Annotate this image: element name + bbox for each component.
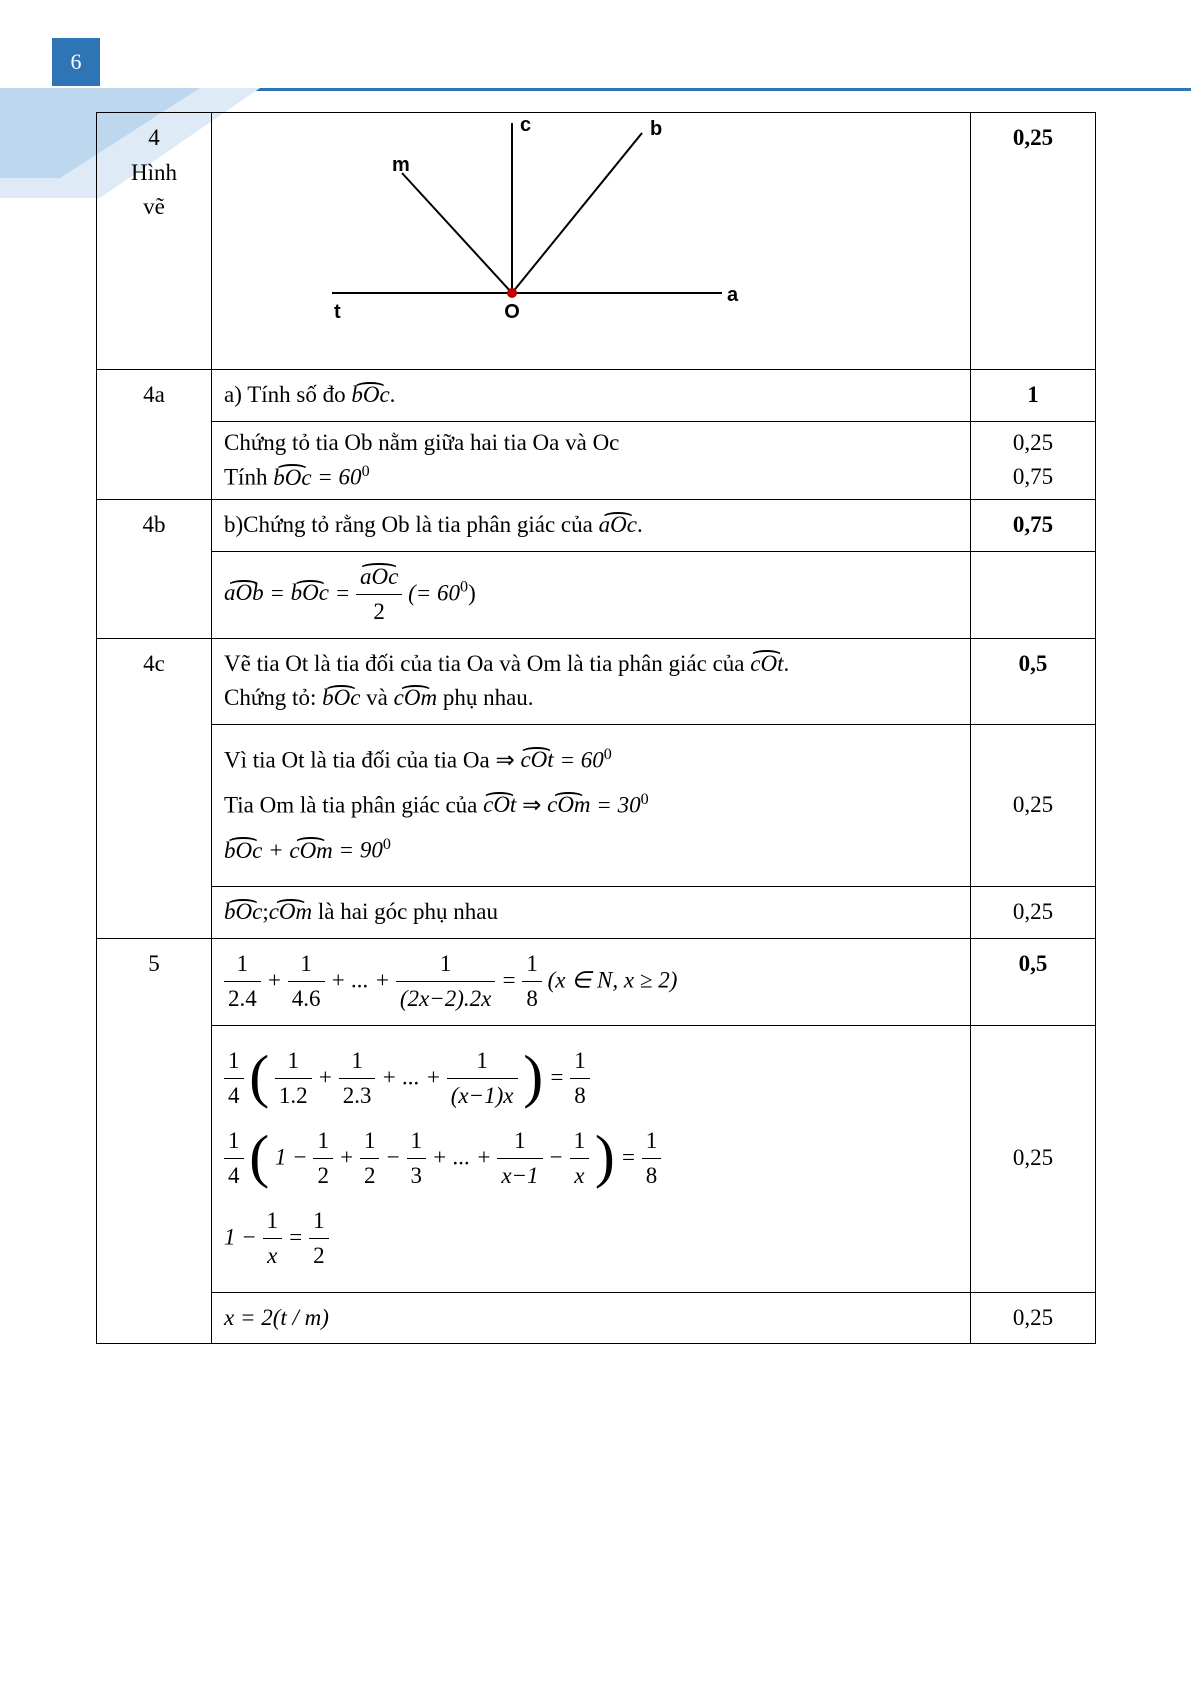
label-O: O [504,301,520,323]
work-cell: Chứng tỏ tia Ob nằm giữa hai tia Oa và O… [212,421,971,500]
header-rule [100,88,1191,91]
angle-figure: O a b c m t [252,113,772,343]
table-row: aOb = bOc = aOc 2 (= 600) [97,551,1096,638]
table-row: Chứng tỏ tia Ob nằm giữa hai tia Oa và O… [97,421,1096,500]
points-cell [971,551,1096,638]
table-row: 5 12.4 + 14.6 + ... + 1(2x−2).2x = 18 (x… [97,938,1096,1025]
question-id: 4a [109,378,199,413]
points-cell: 0,25 [971,724,1096,886]
statement-cell: 12.4 + 14.6 + ... + 1(2x−2).2x = 18 (x ∈… [212,938,971,1025]
points-cell: 0,75 [971,500,1096,552]
points-cell: 0,5 [971,938,1096,1025]
points-cell: 0,25 [971,1292,1096,1344]
table-row: 14 ( 11.2 + 12.3 + ... + 1(x−1)x ) = 18 … [97,1025,1096,1292]
points-cell: 0,25 [971,1025,1096,1292]
points-cell: 0,5 [971,638,1096,724]
figure-cell: O a b c m t [212,113,971,370]
label-m: m [392,154,410,176]
question-id: 5 [109,947,199,982]
page-number-badge: 6 [52,38,100,86]
work-cell: bOc;cOm là hai góc phụ nhau [212,887,971,939]
table-row: 4b b)Chứng tỏ rằng Ob là tia phân giác c… [97,500,1096,552]
work-cell: 14 ( 11.2 + 12.3 + ... + 1(x−1)x ) = 18 … [212,1025,971,1292]
statement-cell: a) Tính số đo bOc. [212,370,971,422]
statement-cell: Vẽ tia Ot là tia đối của tia Oa và Om là… [212,638,971,724]
points-cell: 0,25 0,75 [971,421,1096,500]
label-a: a [727,284,739,306]
work-cell: x = 2(t / m) [212,1292,971,1344]
points-cell: 1 [971,370,1096,422]
table-row: 4 Hình vẽ O a b c m t 0,25 [97,113,1096,370]
label-t: t [334,301,341,323]
table-row: Vì tia Ot là tia đối của tia Oa ⇒ cOt = … [97,724,1096,886]
question-id: 4b [109,508,199,543]
question-id: 4 Hình vẽ [109,121,199,225]
arc-aOc: aOc [599,508,637,543]
table-row: bOc;cOm là hai góc phụ nhau 0,25 [97,887,1096,939]
table-row: x = 2(t / m) 0,25 [97,1292,1096,1344]
work-cell: aOb = bOc = aOc 2 (= 600) [212,551,971,638]
points-cell: 0,25 [971,887,1096,939]
work-cell: Vì tia Ot là tia đối của tia Oa ⇒ cOt = … [212,724,971,886]
table-row: 4c Vẽ tia Ot là tia đối của tia Oa và Om… [97,638,1096,724]
table-row: 4a a) Tính số đo bOc. 1 [97,370,1096,422]
points-cell: 0,25 [971,113,1096,370]
statement-cell: b)Chứng tỏ rằng Ob là tia phân giác của … [212,500,971,552]
question-id: 4c [109,647,199,682]
arc-bOc: bOc [351,378,389,413]
solution-table: 4 Hình vẽ O a b c m t 0,25 4a a) Tính số… [96,112,1096,1344]
label-b: b [650,118,662,140]
label-c: c [520,114,531,136]
